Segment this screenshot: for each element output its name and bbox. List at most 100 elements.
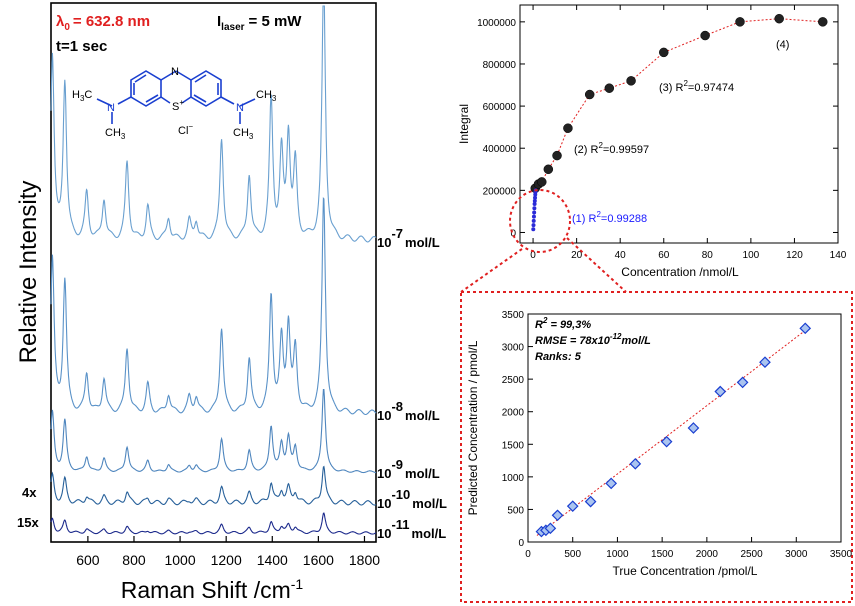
prediction-point xyxy=(544,522,557,535)
prediction-y-tick-label: 3000 xyxy=(502,343,525,354)
prediction-y-tick-label: 3500 xyxy=(502,310,525,321)
prediction-point xyxy=(566,500,579,513)
prediction-x-tick-label: 1500 xyxy=(651,549,674,560)
trace-label-1e-11: 10-11mol/L xyxy=(377,517,446,541)
svg-text:CH3: CH3 xyxy=(256,89,277,103)
laser-power-label: Ilaser = 5 mW xyxy=(217,13,302,33)
calibration-point xyxy=(552,150,562,161)
calibration-point xyxy=(543,164,554,175)
methylene-blue-labels: N S+ N N H3C CH3 CH3 CH3 Cl− xyxy=(72,66,277,141)
calibration-low-point xyxy=(531,214,536,219)
calibration-y-tick-label: 1000000 xyxy=(477,18,516,29)
raman-series-4 xyxy=(50,465,377,506)
prediction-point xyxy=(687,422,700,434)
calibration-y-tick-label: 400000 xyxy=(483,144,517,155)
raman-series-2 xyxy=(50,197,377,416)
trace-labels: 10-7mol/L 10-8mol/L 10-9mol/L 10-10mol/L… xyxy=(377,226,447,541)
prediction-y-axis-label: Predicted Concentration / pmol/L xyxy=(466,340,480,515)
svg-text:CH3: CH3 xyxy=(105,127,126,141)
calibration-x-tick-label: 140 xyxy=(830,250,847,261)
calibration-point xyxy=(818,17,828,27)
calibration-low-point xyxy=(531,218,536,223)
prediction-frame xyxy=(527,313,842,543)
raman-x-tick-label: 1000 xyxy=(164,552,195,568)
calibration-x-tick-label: 100 xyxy=(743,250,760,261)
highlight-circle xyxy=(509,189,571,253)
multiplier-15x: 15x xyxy=(17,515,39,530)
svg-text:N: N xyxy=(236,102,244,114)
prediction-y-tick-label: 0 xyxy=(518,538,524,549)
raman-series-3 xyxy=(50,388,376,474)
prediction-point xyxy=(605,477,618,490)
prediction-y-tick-label: 500 xyxy=(507,505,524,516)
trace-label-1e-8: 10-8mol/L xyxy=(377,399,440,423)
prediction-x-tick-label: 2000 xyxy=(696,549,719,560)
svg-text:Cl−: Cl− xyxy=(178,122,193,137)
raman-y-axis-label: Relative Intensity xyxy=(15,181,42,364)
calibration-point xyxy=(626,76,636,86)
prediction-y-tick-label: 2000 xyxy=(502,408,525,419)
calibration-x-tick-label: 120 xyxy=(786,250,803,261)
prediction-point xyxy=(736,376,749,389)
prediction-y-tick-label: 2500 xyxy=(502,375,525,386)
calibration-x-tick-label: 80 xyxy=(702,250,714,261)
raman-frame xyxy=(50,2,377,543)
prediction-x-axis-label: True Concentration /pmol/L xyxy=(613,564,758,578)
svg-text:H3C: H3C xyxy=(72,89,92,103)
svg-text:N: N xyxy=(107,102,115,114)
prediction-point xyxy=(714,385,727,398)
calibration-low-point xyxy=(532,198,537,203)
raman-x-tick-label: 1800 xyxy=(349,552,380,568)
rmse-stat: RMSE = 78x10-12mol/L xyxy=(535,332,651,347)
calibration-low-point xyxy=(532,206,537,211)
ranks-stat: Ranks: 5 xyxy=(535,351,582,363)
prediction-marks: 0 500 1000 1500 2000 2500 3000 3500 0 500 1000 1500… xyxy=(502,310,853,560)
prediction-point xyxy=(584,495,597,508)
calibration-fit-line xyxy=(534,18,823,189)
calibration-frame xyxy=(519,4,839,244)
multiplier-4x: 4x xyxy=(22,485,37,500)
zoom-connector xyxy=(460,237,853,603)
prediction-point xyxy=(629,457,642,470)
svg-text:CH3: CH3 xyxy=(233,127,254,141)
prediction-point xyxy=(660,435,673,448)
prediction-x-tick-label: 500 xyxy=(564,549,581,560)
prediction-y-tick-label: 1500 xyxy=(502,440,525,451)
raman-x-tick-label: 1200 xyxy=(211,552,242,568)
prediction-point xyxy=(551,509,564,522)
prediction-fit-line xyxy=(536,326,811,536)
calibration-marks: 0 20 40 60 80 100 120 140 0 200000 400000 600000 800… xyxy=(477,5,847,261)
wavelength-label: λ0 = 632.8 nm xyxy=(56,13,150,33)
calibration-low-point xyxy=(532,210,537,215)
calibration-x-tick-label: 0 xyxy=(530,250,536,261)
prediction-x-tick-label: 1000 xyxy=(606,549,629,560)
trace-label-1e-7: 10-7mol/L xyxy=(377,226,440,250)
calibration-point xyxy=(563,123,573,133)
prediction-y-tick-label: 1000 xyxy=(502,473,525,484)
raman-x-tick-label: 600 xyxy=(76,552,100,568)
annotation-region-4: (4) xyxy=(776,39,789,51)
calibration-x-axis-label: Concentration /nmol/L xyxy=(621,265,739,279)
annotation-region-1: (1) R2=0.99288 xyxy=(572,210,647,225)
calibration-x-tick-label: 60 xyxy=(658,250,670,261)
calibration-low-point xyxy=(533,195,538,200)
calibration-y-tick-label: 600000 xyxy=(483,102,517,113)
raman-x-tick-label: 1400 xyxy=(257,552,288,568)
raman-series-1 xyxy=(50,5,377,243)
calibration-point xyxy=(700,30,710,41)
calibration-x-tick-label: 40 xyxy=(615,250,627,261)
calibration-panel: 0 20 40 60 80 100 120 140 0 200000 400000 600000 800… xyxy=(457,4,847,279)
methylene-blue-structure xyxy=(96,70,256,124)
calibration-point xyxy=(584,89,595,100)
calibration-y-tick-label: 0 xyxy=(510,228,516,239)
calibration-y-axis-label: Integral xyxy=(457,104,471,144)
calibration-low-point xyxy=(532,202,537,207)
calibration-point xyxy=(604,83,615,93)
prediction-x-tick-label: 2500 xyxy=(740,549,763,560)
calibration-point xyxy=(659,47,669,58)
r2-stat: R2 = 99,3% xyxy=(535,316,591,331)
svg-text:N: N xyxy=(171,66,179,78)
raman-x-ticks: 600 800 1000 1200 1400 1600 1800 xyxy=(76,536,380,568)
prediction-x-tick-label: 0 xyxy=(525,549,531,560)
